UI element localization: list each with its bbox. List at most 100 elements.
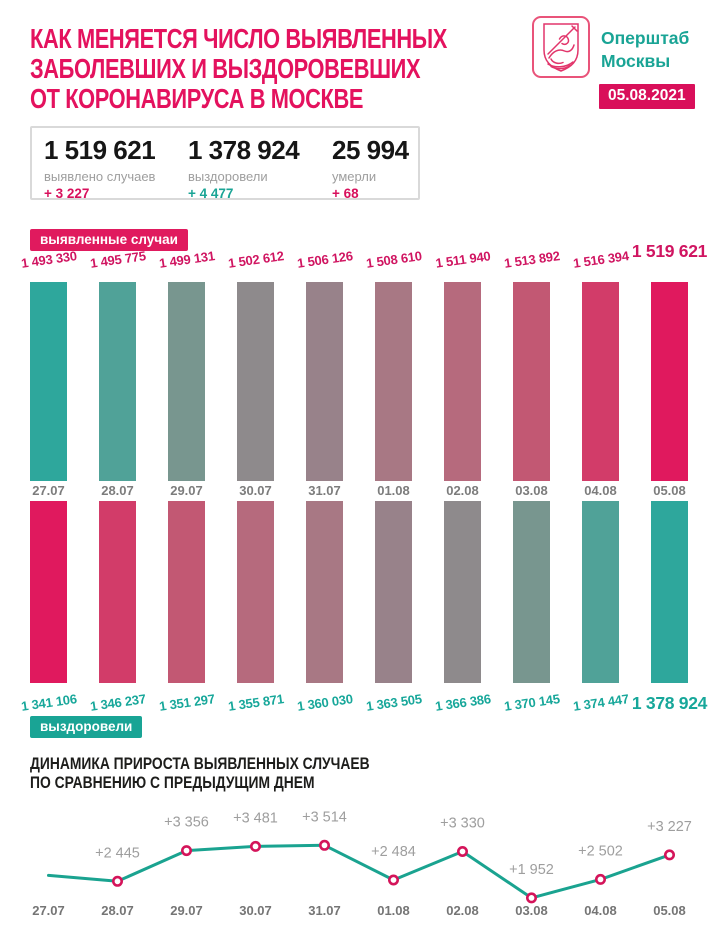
bar-date-label: 28.07	[101, 483, 134, 498]
stat-value: 25 994	[332, 135, 409, 165]
bar-date-label: 01.08	[377, 483, 410, 498]
recovered-value-label: 1 370 145	[502, 691, 561, 714]
line-series	[47, 843, 671, 900]
line-marker	[318, 839, 330, 851]
page-title-line: ОТ КОРОНАВИРУСА В МОСКВЕ	[30, 83, 364, 114]
detected-bar	[168, 282, 205, 481]
dynamics-chart-title-line: ПО СРАВНЕНИЮ С ПРЕДЫДУЩИМ ДНЕМ	[30, 774, 315, 792]
bar-date-label: 03.08	[515, 483, 548, 498]
line-value-label: +2 445	[95, 845, 140, 861]
line-date-label: 27.07	[32, 903, 65, 918]
date-badge: 05.08.2021	[599, 84, 695, 109]
line-value-label: +2 484	[371, 844, 416, 860]
detected-bar	[375, 282, 412, 481]
dynamics-chart-title-line: ДИНАМИКА ПРИРОСТА ВЫЯВЛЕННЫХ СЛУЧАЕВ	[30, 755, 370, 773]
stat-value: 1 519 621	[44, 135, 156, 165]
page-title: КАК МЕНЯЕТСЯ ЧИСЛО ВЫЯВЛЕННЫХ ЗАБОЛЕВШИХ…	[30, 24, 447, 114]
stat-delta: + 3 227	[44, 186, 90, 201]
line-date-label: 30.07	[239, 903, 272, 918]
line-marker	[181, 845, 193, 857]
recovered-value-label: 1 351 297	[157, 691, 216, 714]
recovered-value-label: 1 366 386	[433, 691, 492, 714]
detected-value-label: 1 519 621	[631, 241, 708, 261]
line-date-label: 03.08	[515, 903, 548, 918]
detected-bar	[651, 282, 688, 481]
line-date-label: 05.08	[653, 903, 686, 918]
stat-label: выздоровели	[188, 169, 268, 184]
bar-date-label: 05.08	[653, 483, 686, 498]
line-marker	[456, 845, 468, 857]
line-date-label: 04.08	[584, 903, 617, 918]
recovered-bar	[651, 501, 688, 683]
line-date-label: 28.07	[101, 903, 134, 918]
stat-delta: + 68	[332, 186, 359, 201]
stat-delta: + 4 477	[188, 186, 234, 201]
line-marker	[594, 873, 606, 885]
line-date-label: 02.08	[446, 903, 479, 918]
stat-label: умерли	[332, 169, 377, 184]
stat-deaths: 25 994 умерли + 68	[332, 135, 409, 201]
line-value-label: +3 330	[440, 816, 485, 832]
recovered-value-label: 1 346 237	[88, 691, 147, 714]
line-marker	[525, 892, 537, 904]
line-date-label: 01.08	[377, 903, 410, 918]
daily-increase-line-chart: 27.07 +2 445 28.07 +3 356 29.07 +3 481 30.07 +3…	[32, 809, 692, 918]
line-date-label: 29.07	[170, 903, 203, 918]
line-marker	[250, 840, 262, 852]
bar-date-label: 04.08	[584, 483, 617, 498]
recovered-value-label: 1 363 505	[364, 691, 423, 714]
detected-value-label: 1 511 940	[434, 248, 491, 271]
line-value-label: +1 952	[509, 862, 554, 878]
detected-bar	[306, 282, 343, 481]
detected-value-label: 1 513 892	[502, 248, 561, 271]
line-value-label: +2 502	[578, 843, 623, 859]
detected-cases-badge: выявленные случаи	[30, 229, 188, 251]
bar-date-label: 27.07	[32, 483, 65, 498]
org-name-line: Москвы	[601, 51, 671, 71]
page-title-line: КАК МЕНЯЕТСЯ ЧИСЛО ВЫЯВЛЕННЫХ	[30, 23, 447, 54]
detected-value-label: 1 508 610	[364, 248, 423, 271]
recovered-bar	[306, 501, 343, 683]
bar-date-label: 30.07	[239, 483, 272, 498]
detected-value-label: 1 516 394	[571, 248, 630, 271]
summary-card: 1 519 621 выявлено случаев + 3 227 1 378…	[30, 126, 420, 201]
stat-value: 1 378 924	[188, 135, 300, 165]
recovered-value-label: 1 355 871	[226, 691, 285, 714]
detected-value-label: 1 502 612	[226, 248, 285, 271]
recovered-bar	[237, 501, 274, 683]
line-date-label: 31.07	[308, 903, 341, 918]
recovered-value-label: 1 374 447	[571, 691, 630, 714]
recovered-bar	[582, 501, 619, 683]
page-title-line: ЗАБОЛЕВШИХ И ВЫЗДОРОВЕВШИХ	[30, 53, 421, 84]
line-marker	[663, 849, 675, 861]
recovered-value-label: 1 341 106	[19, 691, 78, 714]
coat-of-arms-art	[543, 23, 579, 72]
recovered-value-label: 1 378 924	[631, 693, 708, 713]
recovered-bar	[444, 501, 481, 683]
recovered-value-label: 1 360 030	[295, 691, 354, 714]
line-value-label: +3 356	[164, 815, 209, 831]
recovered-bar	[375, 501, 412, 683]
recovered-bar	[168, 501, 205, 683]
org-name-line: Оперштаб	[601, 28, 690, 48]
detected-bar	[99, 282, 136, 481]
recovered-bar	[30, 501, 67, 683]
line-value-label: +3 227	[647, 819, 692, 835]
line-value-label: +3 481	[233, 810, 278, 826]
detected-bar	[237, 282, 274, 481]
dynamics-chart-title: ДИНАМИКА ПРИРОСТА ВЫЯВЛЕННЫХ СЛУЧАЕВ ПО …	[30, 755, 370, 793]
bar-date-label: 29.07	[170, 483, 203, 498]
stat-detected: 1 519 621 выявлено случаев + 3 227	[44, 135, 156, 201]
recovered-bar	[99, 501, 136, 683]
detected-value-label: 1 506 126	[295, 248, 354, 271]
bar-date-label: 02.08	[446, 483, 479, 498]
moscow-coat-of-arms-icon	[532, 16, 590, 78]
org-name: Оперштаб Москвы	[601, 27, 689, 73]
detected-bar	[30, 282, 67, 481]
line-value-label: +3 514	[302, 809, 347, 825]
recovered-badge: выздоровели	[30, 716, 143, 738]
detected-bar	[444, 282, 481, 481]
bar-date-label: 31.07	[308, 483, 341, 498]
line-marker	[112, 875, 124, 887]
line-marker	[387, 874, 399, 886]
